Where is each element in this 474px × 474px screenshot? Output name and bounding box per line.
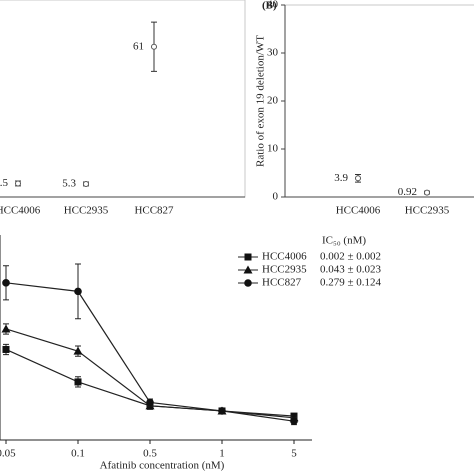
x-tick-label: HCC2935	[405, 205, 450, 217]
legend-ic50: 0.002 ± 0.002	[320, 251, 381, 263]
point	[151, 43, 157, 50]
y-tick-label: 40	[267, 0, 279, 11]
legend-label: HCC827	[262, 277, 302, 289]
marker	[73, 346, 83, 355]
y-axis-label: Ratio of exon 19 deletion/WT	[255, 35, 267, 167]
point	[15, 180, 21, 187]
x-tick-label: 0.5	[143, 448, 157, 460]
marker	[74, 378, 82, 386]
y-tick-label: 0	[273, 191, 279, 203]
data-label: 5.5	[0, 177, 9, 189]
marker	[218, 407, 226, 415]
marker	[1, 324, 11, 333]
marker	[290, 417, 298, 426]
marker	[244, 279, 252, 287]
point	[355, 175, 361, 182]
marker	[2, 345, 10, 353]
panel: 0.05 0.1 0.5 1 5 Afatinib concentration (nM) H…	[0, 235, 382, 472]
x-tick-label: HCC4006	[336, 205, 381, 217]
x-tick-label: HCC2935	[64, 205, 109, 217]
data-label: 5.3	[62, 177, 76, 189]
point	[424, 189, 430, 196]
marker	[243, 265, 253, 274]
data-label: 61	[133, 40, 144, 52]
x-tick-label: 0.05	[0, 448, 16, 460]
marker	[2, 279, 10, 287]
x-tick-label: HCC827	[134, 205, 174, 217]
legend-ic50: 0.043 ± 0.023	[320, 264, 382, 276]
marker	[146, 398, 154, 407]
panel-label: (B)	[262, 0, 277, 12]
legend-label: HCC2935	[262, 264, 307, 276]
legend-label: HCC4006	[262, 251, 307, 263]
x-tick-label: HCC4006	[0, 205, 41, 217]
x-axis-label: Afatinib concentration (nM)	[100, 460, 225, 472]
legend-ic50: 0.279 ± 0.124	[320, 277, 382, 289]
data-label: 3.9	[334, 172, 348, 184]
y-tick-label: 30	[267, 47, 279, 59]
x-tick-label: 5	[291, 448, 297, 460]
data-label: 0.92	[398, 186, 417, 198]
plot-frame	[284, 4, 474, 198]
point	[83, 180, 89, 187]
x-tick-label: 0.1	[71, 448, 85, 460]
marker	[74, 287, 82, 296]
panel: 5.5 HCC4006 5.3 HCC2935 61 HCC827	[0, 0, 246, 217]
panel: 0 10 20 30 40 Ratio of exon 19 deletion/WT (B)…	[255, 0, 474, 217]
marker	[244, 253, 252, 261]
legend-title: IC₅₀ (nM)	[322, 235, 366, 247]
x-tick-label: 1	[219, 448, 225, 460]
y-tick-label: 10	[267, 143, 279, 155]
y-tick-label: 20	[267, 95, 279, 107]
plot-frame	[0, 0, 246, 198]
